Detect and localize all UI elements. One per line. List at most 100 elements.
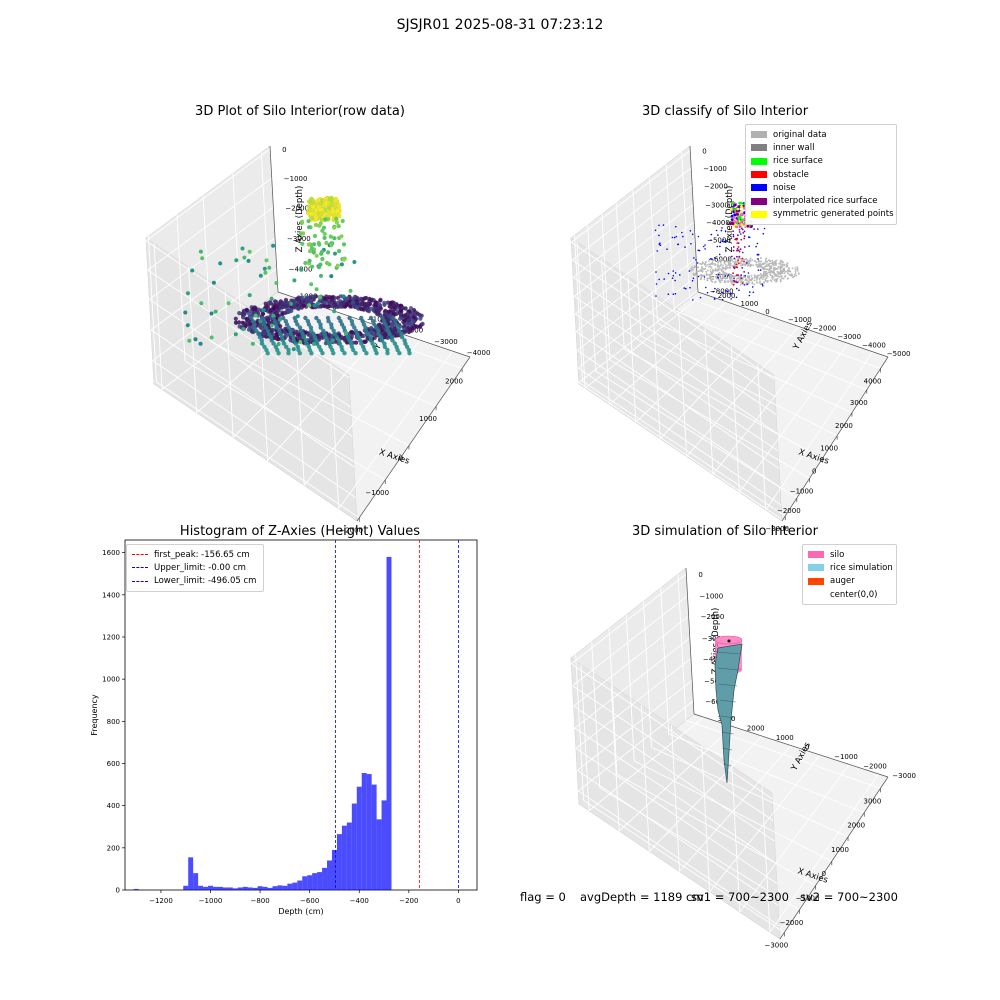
histogram-y-tick-label: 1200 <box>102 633 120 641</box>
plot4-z-gridline <box>574 727 777 864</box>
plot1-scatter-point <box>382 344 388 349</box>
plot1-scatter-point <box>332 331 337 337</box>
plot2-original-point <box>764 262 766 265</box>
legend-swatch <box>751 197 767 205</box>
plot2-original-point <box>730 274 733 276</box>
histogram-y-tick-label: 600 <box>107 760 120 768</box>
plot1-scatter-point <box>327 262 332 267</box>
plot1-scatter-point <box>198 341 203 346</box>
plot2-z-gridline <box>577 275 698 369</box>
rice-simulation-mesh-line <box>719 699 737 703</box>
plot2-noise-point <box>672 293 675 296</box>
plot2-original-point <box>773 266 776 269</box>
plot1-scatter-point <box>271 313 276 318</box>
plot2-noise-point <box>682 235 684 238</box>
plot2-original-point <box>708 273 710 276</box>
plot2-noise-point <box>695 258 697 261</box>
plot1-scatter-point <box>287 309 292 314</box>
plot2-original-point <box>720 259 722 262</box>
plot1-scatter-point <box>341 242 347 247</box>
plot2-original-point <box>696 275 698 278</box>
plot1-scatter-point <box>265 318 270 323</box>
plot2-original-point <box>769 274 772 277</box>
plot2-noise-point <box>714 257 716 259</box>
plot2-interp-point <box>743 271 745 273</box>
plot1-y-gridline <box>338 350 454 509</box>
plot1-scatter-point <box>314 341 320 346</box>
plot2-original-point <box>730 275 733 278</box>
legend-swatch <box>751 210 767 218</box>
plot2-original-point <box>705 273 708 275</box>
plot2-original-point <box>729 262 732 265</box>
plot1-scatter-point <box>280 311 285 316</box>
plot1-scatter-point <box>262 266 267 271</box>
plot1-scatter-point <box>336 300 341 305</box>
plot1-scatter-point <box>199 301 204 306</box>
plot2-original-point <box>725 265 727 268</box>
legend-swatch <box>808 591 824 598</box>
plot2-x-axis-line <box>781 356 889 522</box>
plot2-original-point <box>764 278 767 281</box>
histogram-bar <box>217 886 223 890</box>
plot2-original-point <box>782 277 785 280</box>
plot2-cluster-point <box>732 204 736 207</box>
plot2-noise-point <box>698 249 701 252</box>
plot2-original-point <box>751 278 754 280</box>
plot1-scatter-point <box>359 301 364 306</box>
plot2-noise-point <box>731 255 733 258</box>
plot1-scatter-point <box>309 246 314 251</box>
plot1-z-axis-label: Z Axies (Depth) <box>295 186 305 253</box>
histogram-bar <box>252 887 258 890</box>
histogram-x-tick-label: 0 <box>456 897 460 905</box>
plot2-x-tick-label: −2000 <box>777 507 801 515</box>
plot2-x-gridline <box>587 225 597 372</box>
plot1-scatter-point <box>308 325 314 330</box>
plot2-original-point <box>753 277 756 279</box>
plot2-cluster-point <box>738 215 742 219</box>
plot2-z-axis-line <box>689 145 699 293</box>
plot1-scatter-point <box>319 217 325 223</box>
plot2-original-point <box>708 275 711 278</box>
plot2-original-point <box>723 280 726 282</box>
plot1-scatter-point <box>298 340 303 344</box>
plot1-scatter-point <box>314 253 319 258</box>
plot2-interp-point <box>738 231 741 233</box>
plot1-scatter-point <box>385 335 390 340</box>
plot2-interp-point <box>732 272 734 275</box>
plot2-y-gridline <box>659 317 775 440</box>
plot2-noise-point <box>693 257 695 259</box>
plot2-noise-point <box>663 278 665 280</box>
plot4-x-gridline <box>677 574 687 721</box>
rice-simulation-mesh-line <box>723 763 731 767</box>
plot2-noise-point <box>671 277 674 280</box>
plot2-original-point <box>771 270 774 273</box>
plot2-x-tick-label: 1000 <box>820 445 838 453</box>
histogram-bar <box>336 834 342 890</box>
plot1-scatter-point <box>399 335 405 340</box>
plot2-noise-point <box>755 245 757 248</box>
plot4-y-tick-label: −2000 <box>863 762 887 770</box>
plot1-y-gridline <box>224 291 234 438</box>
plot2-original-point <box>762 263 765 266</box>
plot2-original-point <box>703 278 706 280</box>
plot2-noise-point <box>748 294 751 297</box>
plot2-y-tick-label: 1000 <box>741 300 759 308</box>
plot2-original-point <box>760 265 763 267</box>
plot4-x-tick-label: 2000 <box>847 822 865 830</box>
plot1-scatter-point <box>259 338 264 343</box>
histogram-y-tick-label: 1400 <box>102 591 120 599</box>
plot2-original-point <box>741 259 744 261</box>
histogram-x-tick-label: −400 <box>350 897 369 905</box>
plot4-z-tick-label: −1000 <box>700 593 724 601</box>
plot2-original-point <box>708 260 710 262</box>
plot2-original-point <box>764 260 767 263</box>
plot2-original-point <box>773 279 776 282</box>
plot2-interp-point <box>732 266 735 268</box>
plot2-original-point <box>759 263 761 265</box>
plot1-scatter-point <box>234 258 239 263</box>
plot1-scatter-point <box>317 294 322 299</box>
plot1-scatter-point <box>266 331 271 337</box>
plot1-y-gridline <box>303 339 421 486</box>
plot1-scatter-point <box>316 241 321 246</box>
plot4-x-gridline <box>660 587 670 734</box>
